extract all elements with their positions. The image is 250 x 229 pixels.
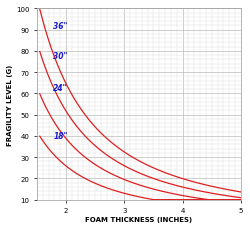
Y-axis label: FRAGILITY LEVEL (G): FRAGILITY LEVEL (G): [7, 64, 13, 145]
X-axis label: FOAM THICKNESS (INCHES): FOAM THICKNESS (INCHES): [85, 216, 192, 222]
Text: 18": 18": [53, 132, 68, 141]
Text: 30": 30": [53, 52, 68, 60]
Text: 24": 24": [53, 83, 68, 92]
Text: 36": 36": [53, 22, 68, 31]
